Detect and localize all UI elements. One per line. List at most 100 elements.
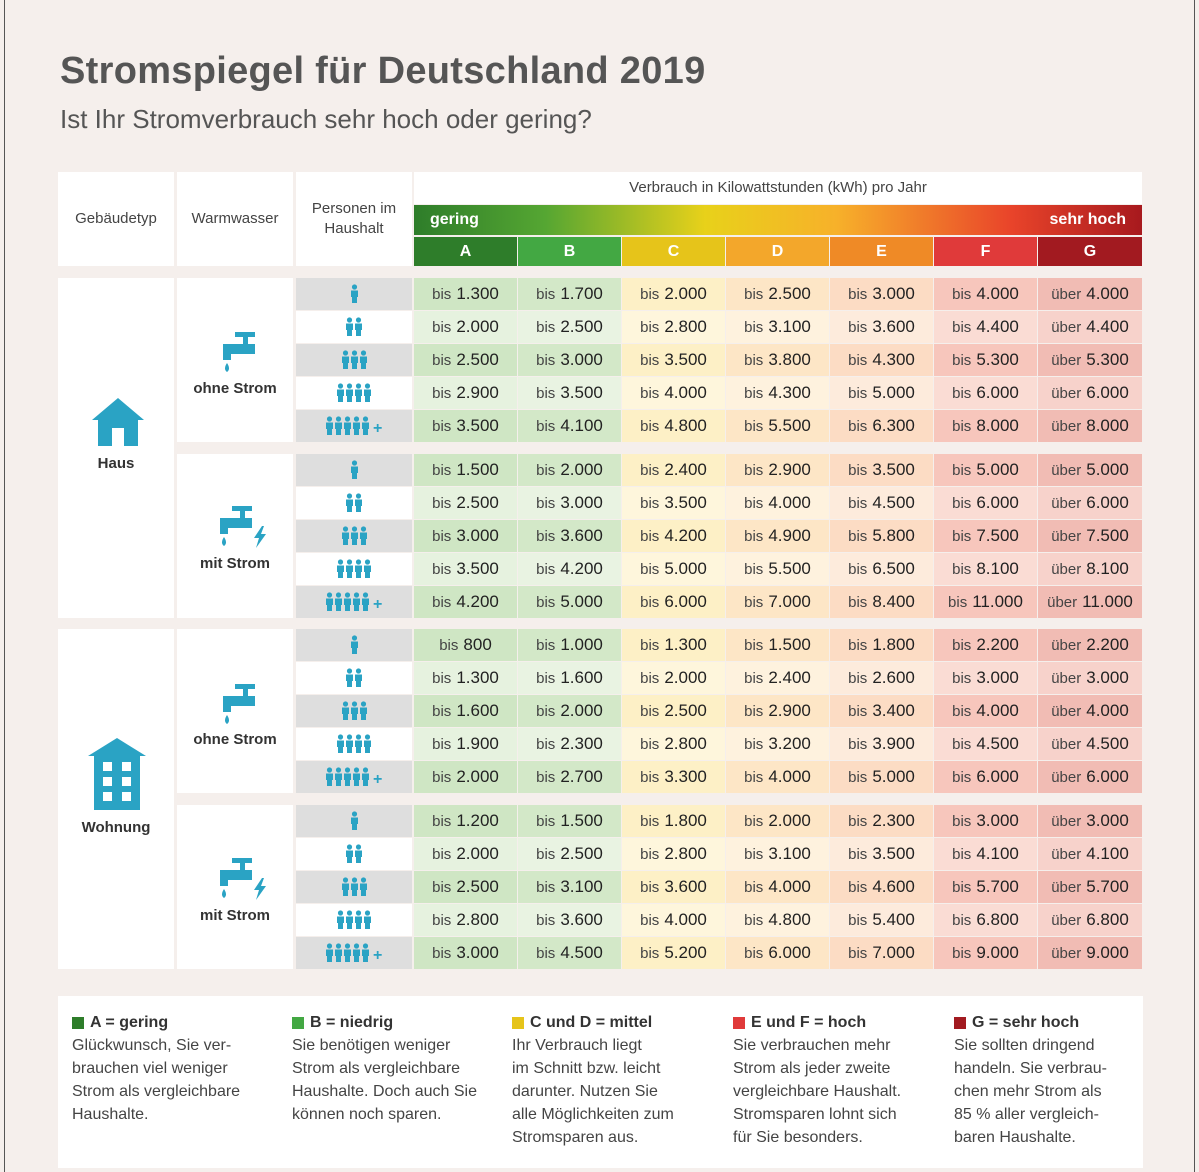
table-cell: bis 3.500 (830, 838, 933, 870)
table-cell: bis 2.000 (518, 695, 621, 727)
cell-prefix: über (1051, 735, 1082, 753)
cell-prefix: bis (640, 593, 660, 611)
cell-value: 3.100 (560, 877, 603, 896)
persons-icon-1 (296, 454, 412, 486)
table-cell: bis 3.000 (934, 662, 1037, 694)
cell-value: 4.000 (768, 493, 811, 512)
cell-prefix: bis (848, 911, 868, 929)
cell-value: 5.400 (872, 910, 915, 929)
persons-icon-3 (296, 871, 412, 903)
cell-value: 2.000 (664, 284, 707, 303)
cell-value: 6.500 (872, 559, 915, 578)
cell-value: 2.500 (560, 317, 603, 336)
cell-prefix: bis (536, 494, 556, 512)
cell-prefix: über (1051, 845, 1082, 863)
cell-value: 6.000 (664, 592, 707, 611)
cell-value: 2.900 (768, 460, 811, 479)
cell-value: 5.500 (768, 416, 811, 435)
table-cell: bis 8.100 (934, 553, 1037, 585)
cell-prefix: bis (952, 845, 972, 863)
cell-prefix: bis (744, 735, 764, 753)
legend-description-line: chen mehr Strom als (954, 1083, 1102, 1100)
cell-prefix: bis (432, 669, 452, 687)
cell-prefix: über (1051, 636, 1082, 654)
legend-title: E und F = hoch (733, 1014, 933, 1032)
cell-value: 3.000 (976, 811, 1019, 830)
cell-prefix: bis (439, 636, 459, 654)
table-cell: bis 4.600 (830, 871, 933, 903)
persons-icon-4 (296, 377, 412, 409)
cell-value: 1.300 (456, 668, 499, 687)
table-cell: bis 3.400 (830, 695, 933, 727)
table-cell: bis 6.000 (622, 586, 725, 618)
table-cell: bis 4.500 (830, 487, 933, 519)
cell-prefix: bis (952, 911, 972, 929)
cell-prefix: bis (848, 944, 868, 962)
cell-value: 3.000 (976, 668, 1019, 687)
table-cell: bis 4.500 (934, 728, 1037, 760)
table-cell: bis 1.200 (414, 805, 517, 837)
persons-icon-1 (296, 278, 412, 310)
table-cell: bis 2.000 (414, 311, 517, 343)
table-cell: bis 2.500 (414, 344, 517, 376)
persons-icon-3 (296, 695, 412, 727)
table-cell: über 5.000 (1038, 454, 1142, 486)
cell-prefix: bis (952, 384, 972, 402)
table-cell: bis 6.000 (934, 487, 1037, 519)
cell-value: 1.600 (560, 668, 603, 687)
legend-label: A = gering (90, 1014, 169, 1031)
cell-value: 5.000 (664, 559, 707, 578)
table-cell: bis 4.300 (726, 377, 829, 409)
cell-value: 3.500 (872, 844, 915, 863)
legend-title: A = gering (72, 1014, 272, 1032)
tap-icon (217, 682, 261, 731)
cell-prefix: bis (536, 669, 556, 687)
legend-description-line: Sie verbrauchen mehr (733, 1037, 891, 1054)
table-cell: bis 2.500 (726, 278, 829, 310)
table-cell: über 3.000 (1038, 805, 1142, 837)
building-cell-haus (58, 278, 174, 618)
water-cell-3 (177, 629, 293, 793)
cell-value: 8.000 (976, 416, 1019, 435)
table-cell: bis 4.200 (622, 520, 725, 552)
table-cell: bis 4.000 (726, 487, 829, 519)
water-cell-4 (177, 805, 293, 969)
cell-prefix: bis (432, 285, 452, 303)
legend-label: G = sehr hoch (972, 1014, 1080, 1031)
cell-value: 800 (463, 635, 492, 654)
cell-prefix: über (1051, 461, 1082, 479)
cell-value: 4.900 (768, 526, 811, 545)
cell-value: 6.000 (976, 767, 1019, 786)
cell-prefix: bis (432, 702, 452, 720)
cell-value: 2.800 (664, 734, 707, 753)
cell-value: 1.900 (456, 734, 499, 753)
legend-description-line: Glückwunsch, Sie ver- (72, 1037, 232, 1054)
cell-value: 1.700 (560, 284, 603, 303)
legend-description-line: Haushalte. Doch auch Sie (292, 1083, 477, 1100)
cell-prefix: bis (640, 560, 660, 578)
cell-value: 2.500 (768, 284, 811, 303)
cell-value: 2.500 (664, 701, 707, 720)
cell-prefix: bis (536, 417, 556, 435)
cell-value: 3.000 (560, 350, 603, 369)
svg-text:+: + (373, 420, 382, 436)
table-cell: bis 5.400 (830, 904, 933, 936)
table-cell: über 8.100 (1038, 553, 1142, 585)
table-cell: bis 6.300 (830, 410, 933, 442)
cell-value: 2.000 (456, 767, 499, 786)
table-cell: bis 1.000 (518, 629, 621, 661)
cell-prefix: über (1051, 351, 1082, 369)
cell-prefix: bis (640, 812, 660, 830)
cell-value: 5.300 (1086, 350, 1129, 369)
cell-value: 6.000 (768, 943, 811, 962)
table-cell: bis 1.500 (518, 805, 621, 837)
cell-value: 3.900 (872, 734, 915, 753)
persons-icon-1 (296, 805, 412, 837)
table-cell: bis 4.400 (934, 311, 1037, 343)
legend-label: B = niedrig (310, 1014, 394, 1031)
cell-prefix: bis (536, 812, 556, 830)
cell-prefix: bis (432, 318, 452, 336)
cell-value: 4.400 (976, 317, 1019, 336)
cell-value: 2.000 (664, 668, 707, 687)
cell-prefix: bis (640, 527, 660, 545)
